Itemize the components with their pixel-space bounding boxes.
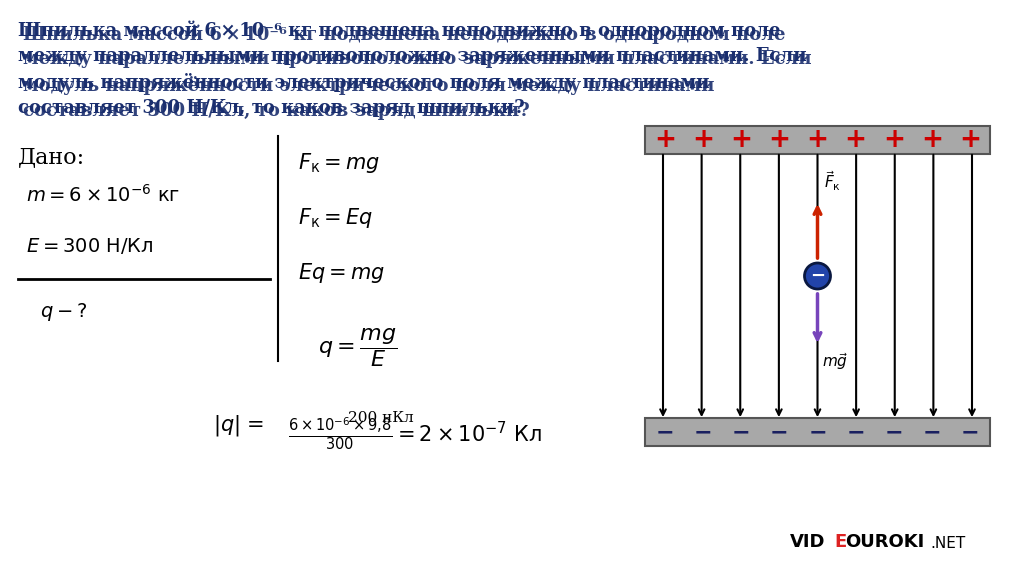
Text: $q - ?$: $q - ?$ xyxy=(40,301,87,323)
Text: −: − xyxy=(846,422,865,442)
Text: $m = 6 \times 10^{-6}$ кг: $m = 6 \times 10^{-6}$ кг xyxy=(26,184,180,206)
Text: +: + xyxy=(959,127,981,153)
Text: Шпилька массой 6 × 10⁻⁶ кг подвешена неподвижно в однородном поле: Шпилька массой 6 × 10⁻⁶ кг подвешена неп… xyxy=(18,21,780,40)
Text: составляет 300 Н/Кл, то каков заряд шпильки?: составляет 300 Н/Кл, то каков заряд шпил… xyxy=(23,102,529,120)
Text: Шпилька массой 6 × 10⁻⁶ кг подвешена неподвижно в однородном поле: Шпилька массой 6 × 10⁻⁶ кг подвешена неп… xyxy=(23,24,785,44)
Text: −: − xyxy=(694,422,713,442)
Text: $\frac{6 \times 10^{-6} \times 9{,}8}{300} = 2 \times 10^{-7}$ Кл: $\frac{6 \times 10^{-6} \times 9{,}8}{30… xyxy=(288,416,542,453)
Text: E: E xyxy=(834,533,846,551)
Text: $F_{\rm к} = mg$: $F_{\rm к} = mg$ xyxy=(298,151,380,175)
Text: .NET: .NET xyxy=(930,536,966,551)
Text: −: − xyxy=(808,422,826,442)
Text: +: + xyxy=(883,127,905,153)
Text: $Eq = mg$: $Eq = mg$ xyxy=(298,261,385,285)
Bar xyxy=(645,126,990,154)
Text: −: − xyxy=(923,422,941,442)
Text: между параллельными противоположно заряженными пластинами. Если: между параллельными противоположно заряж… xyxy=(23,50,812,68)
Text: OUROKI: OUROKI xyxy=(845,533,925,551)
Text: $m\vec{g}$: $m\vec{g}$ xyxy=(822,351,849,372)
Text: +: + xyxy=(807,127,828,153)
Circle shape xyxy=(805,263,830,289)
Text: +: + xyxy=(845,127,866,153)
Text: +: + xyxy=(692,127,714,153)
Text: +: + xyxy=(768,127,791,153)
Text: −: − xyxy=(885,422,903,442)
Text: 200 нКл: 200 нКл xyxy=(348,411,414,425)
Text: $F_{\rm к} = Eq$: $F_{\rm к} = Eq$ xyxy=(298,206,373,230)
Text: VID: VID xyxy=(790,533,825,551)
Text: −: − xyxy=(961,422,979,442)
Text: −: − xyxy=(810,267,825,285)
Text: $\vec{F}_{\rm к}$: $\vec{F}_{\rm к}$ xyxy=(823,169,841,193)
Text: Дано:: Дано: xyxy=(18,146,85,168)
Text: $E = 300$ Н/Кл: $E = 300$ Н/Кл xyxy=(26,236,154,256)
Text: −: − xyxy=(770,422,788,442)
Text: модуль напряжённости электрического поля между пластинами: модуль напряжённости электрического поля… xyxy=(23,76,715,95)
Text: +: + xyxy=(730,127,753,153)
Text: −: − xyxy=(732,422,751,442)
Text: $q = \dfrac{mg}{E}$: $q = \dfrac{mg}{E}$ xyxy=(318,326,397,369)
Text: +: + xyxy=(921,127,943,153)
Text: составляет 300 Н/Кл, то каков заряд шпильки?: составляет 300 Н/Кл, то каков заряд шпил… xyxy=(18,99,524,117)
Text: модуль напряжённости электрического поля между пластинами: модуль напряжённости электрического поля… xyxy=(18,73,710,92)
Text: между параллельными противоположно заряженными пластинами. Если: между параллельными противоположно заряж… xyxy=(18,47,807,65)
Text: −: − xyxy=(655,422,675,442)
Text: $|q|$ =: $|q|$ = xyxy=(213,413,264,438)
Text: +: + xyxy=(654,127,676,153)
Bar xyxy=(645,418,990,446)
